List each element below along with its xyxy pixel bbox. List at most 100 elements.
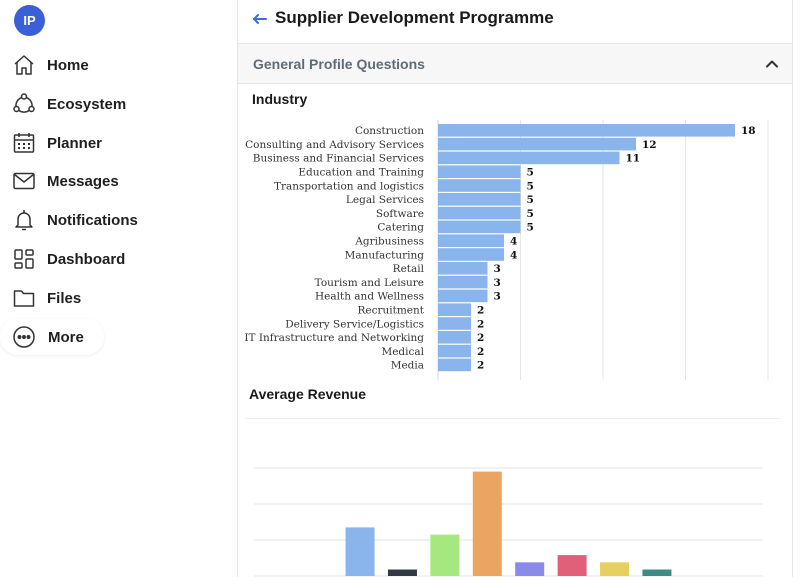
industry-value-label: 2 (477, 332, 484, 344)
industry-bar[interactable] (438, 137, 636, 151)
industry-bar[interactable] (438, 248, 504, 261)
revenue-bar[interactable] (430, 534, 460, 576)
revenue-chart (254, 467, 763, 577)
industry-value-label: 2 (477, 318, 484, 330)
industry-value-label: 12 (642, 139, 657, 151)
accordion-title: General Profile Questions (253, 56, 425, 72)
industry-category-label: Health and Wellness (315, 291, 424, 303)
industry-value-label: 3 (494, 291, 501, 303)
revenue-divider (245, 418, 780, 419)
industry-bar[interactable] (438, 344, 471, 358)
industry-category-label: Delivery Service/Logistics (285, 318, 424, 330)
industry-category-label: Legal Services (346, 194, 424, 206)
mail-icon (11, 168, 37, 194)
industry-value-label: 5 (527, 194, 534, 206)
industry-value-label: 2 (477, 346, 484, 358)
sidebar-item-label: Home (47, 56, 89, 74)
sidebar-item-notifications[interactable]: Notifications (0, 202, 200, 238)
sidebar-item-messages[interactable]: Messages (0, 163, 200, 199)
industry-value-label: 3 (494, 263, 501, 275)
sidebar-item-label: Notifications (47, 211, 138, 229)
revenue-bar[interactable] (345, 527, 375, 576)
industry-category-label: Manufacturing (345, 249, 425, 261)
sidebar: IP Home Ecosystem Planner Messages (0, 0, 238, 577)
revenue-bar[interactable] (557, 555, 587, 576)
sidebar-item-label: Dashboard (47, 250, 126, 268)
chevron-up-icon[interactable] (764, 56, 780, 72)
industry-bar[interactable] (438, 193, 521, 206)
page-title: Supplier Development Programme (275, 8, 554, 27)
industry-category-label: Recruitment (357, 305, 424, 317)
revenue-bar[interactable] (387, 569, 417, 576)
industry-bar[interactable] (438, 303, 471, 316)
industry-category-label: Agribusiness (354, 236, 424, 248)
revenue-bar[interactable] (515, 562, 545, 576)
sidebar-item-more[interactable]: More (0, 319, 104, 355)
industry-value-label: 5 (527, 208, 534, 220)
industry-bar[interactable] (438, 124, 735, 137)
sidebar-item-files[interactable]: Files (0, 280, 200, 316)
industry-bar[interactable] (438, 220, 521, 234)
sidebar-item-dashboard[interactable]: Dashboard (0, 241, 200, 277)
sidebar-item-label: Ecosystem (47, 95, 127, 113)
industry-category-label: Retail (393, 263, 425, 275)
industry-bar[interactable] (438, 165, 521, 178)
sidebar-item-planner[interactable]: Planner (0, 125, 200, 161)
industry-value-label: 3 (494, 277, 501, 289)
more-icon (11, 324, 37, 350)
back-arrow-icon[interactable] (250, 9, 270, 29)
industry-category-label: Construction (355, 125, 424, 137)
industry-category-label: Education and Training (298, 167, 424, 179)
industry-category-label: Consulting and Advisory Services (245, 139, 424, 151)
industry-bar[interactable] (438, 275, 488, 289)
avatar[interactable]: IP (14, 5, 45, 36)
page-header: Supplier Development Programme (238, 0, 792, 44)
industry-bar[interactable] (438, 179, 521, 192)
industry-bar[interactable] (438, 331, 471, 344)
ecosystem-icon (11, 91, 37, 117)
industry-chart: Construction 18 Consulting and Advisory Se… (244, 120, 769, 380)
industry-value-label: 4 (510, 249, 517, 261)
industry-category-label: IT Infrastructure and Networking (244, 332, 424, 344)
industry-bar[interactable] (438, 206, 521, 220)
sidebar-item-label: Messages (47, 172, 119, 190)
calendar-icon (11, 130, 37, 156)
industry-value-label: 5 (527, 180, 534, 192)
sidebar-item-label: Planner (47, 134, 103, 152)
revenue-bar[interactable] (642, 569, 672, 576)
industry-category-label: Catering (377, 222, 424, 234)
industry-value-label: 11 (626, 153, 641, 165)
industry-category-label: Transportation and logistics (274, 180, 424, 192)
folder-icon (11, 285, 37, 311)
industry-category-label: Software (376, 208, 424, 220)
industry-bar[interactable] (438, 317, 471, 330)
dashboard-icon (11, 246, 37, 272)
industry-bar[interactable] (438, 262, 488, 275)
sidebar-item-home[interactable]: Home (0, 47, 200, 83)
industry-bar[interactable] (438, 358, 471, 372)
industry-value-label: 5 (527, 167, 534, 179)
industry-category-label: Business and Financial Services (253, 153, 424, 165)
sidebar-item-ecosystem[interactable]: Ecosystem (0, 86, 200, 122)
revenue-bar[interactable] (472, 471, 502, 576)
revenue-chart-title: Average Revenue (249, 386, 366, 402)
accordion-general-profile[interactable]: General Profile Questions (238, 44, 792, 84)
industry-value-label: 18 (741, 125, 756, 137)
industry-value-label: 5 (527, 222, 534, 234)
industry-value-label: 4 (510, 236, 517, 248)
content-border (792, 0, 793, 577)
industry-value-label: 2 (477, 305, 484, 317)
industry-category-label: Tourism and Leisure (315, 277, 424, 289)
industry-chart-title: Industry (252, 91, 308, 107)
revenue-bar[interactable] (600, 562, 630, 576)
industry-bar[interactable] (438, 151, 620, 165)
industry-bar[interactable] (438, 289, 488, 303)
industry-category-label: Medical (381, 346, 424, 358)
home-icon (11, 52, 37, 78)
industry-bar[interactable] (438, 234, 504, 247)
industry-category-label: Media (391, 360, 424, 372)
sidebar-item-label: Files (47, 289, 82, 307)
sidebar-item-label: More (48, 328, 84, 346)
bell-icon (11, 207, 37, 233)
